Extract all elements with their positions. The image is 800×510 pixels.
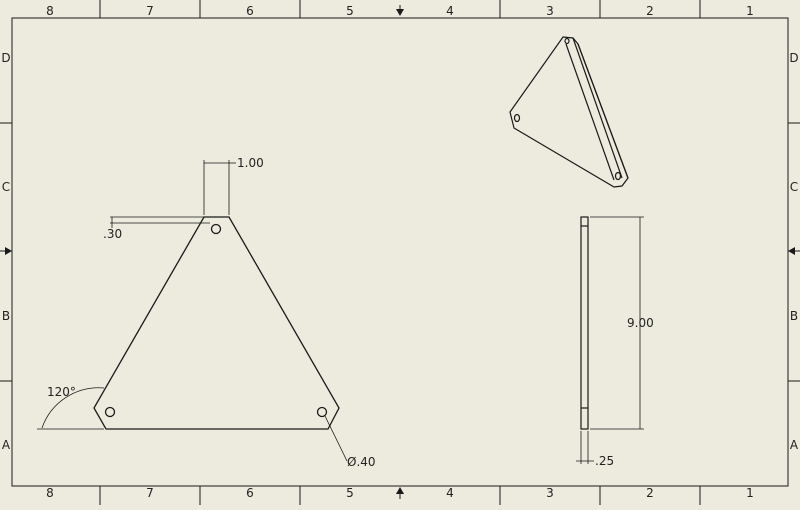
dim-side-height (590, 216, 644, 430)
row-label-left: D (1, 51, 10, 65)
row-ticks (0, 122, 800, 382)
side-view (580, 216, 589, 430)
dim-thickness-label: .25 (595, 454, 614, 468)
row-labels: D C B A D C B A (1, 51, 799, 452)
row-label-right: A (790, 438, 799, 452)
drawing-frame (11, 17, 789, 487)
centering-arrows (0, 5, 800, 499)
iso-plate-face (509, 36, 629, 188)
col-label-bottom: 6 (246, 486, 254, 500)
col-label-top: 3 (546, 4, 554, 18)
dim-hole-diameter (324, 415, 348, 462)
iso-hole-top (564, 37, 570, 45)
col-label-bottom: 1 (746, 486, 754, 500)
column-labels: 8 7 6 5 4 3 2 1 8 7 6 5 4 3 2 1 (46, 4, 754, 500)
row-label-left: C (2, 180, 10, 194)
dim-thickness (576, 431, 594, 464)
side-plate (580, 216, 589, 430)
col-label-top: 8 (46, 4, 54, 18)
dim-hole-spacing-label: 1.00 (237, 156, 264, 170)
row-label-left: A (2, 438, 11, 452)
dim-angle-label: 120° (47, 385, 76, 399)
col-label-bottom: 7 (146, 486, 154, 500)
col-label-top: 4 (446, 4, 454, 18)
dim-hole-diameter-label: Ø.40 (347, 455, 376, 469)
iso-edge (572, 37, 623, 179)
col-label-bottom: 5 (346, 486, 354, 500)
hole-bottom-left (104, 406, 116, 418)
row-label-right: B (790, 309, 798, 323)
dim-hole-offset (110, 216, 210, 228)
center-arrow-bottom (396, 487, 404, 494)
col-label-bottom: 3 (546, 486, 554, 500)
dim-hole-offset-label: .30 (103, 227, 122, 241)
col-label-bottom: 4 (446, 486, 454, 500)
iso-edge (577, 43, 629, 179)
iso-edge (565, 43, 615, 181)
col-label-bottom: 8 (46, 486, 54, 500)
hole-bottom-right (316, 406, 328, 418)
column-ticks (99, 0, 701, 505)
center-arrow-right (788, 247, 795, 255)
dim-hole-spacing (203, 160, 236, 215)
col-label-top: 7 (146, 4, 154, 18)
row-label-right: D (789, 51, 798, 65)
iso-hole-left (513, 113, 521, 123)
row-label-left: B (2, 309, 10, 323)
plate-outline (93, 216, 340, 430)
col-label-top: 6 (246, 4, 254, 18)
hole-top (210, 223, 222, 235)
isometric-view (509, 36, 629, 188)
center-arrow-top (396, 9, 404, 16)
row-label-right: C (790, 180, 798, 194)
front-view (93, 216, 340, 430)
dim-side-height-label: 9.00 (627, 316, 654, 330)
col-label-top: 5 (346, 4, 354, 18)
col-label-top: 2 (646, 4, 654, 18)
center-arrow-left (5, 247, 12, 255)
dim-angle (37, 387, 105, 430)
iso-hole-right (614, 171, 622, 181)
col-label-bottom: 2 (646, 486, 654, 500)
col-label-top: 1 (746, 4, 754, 18)
